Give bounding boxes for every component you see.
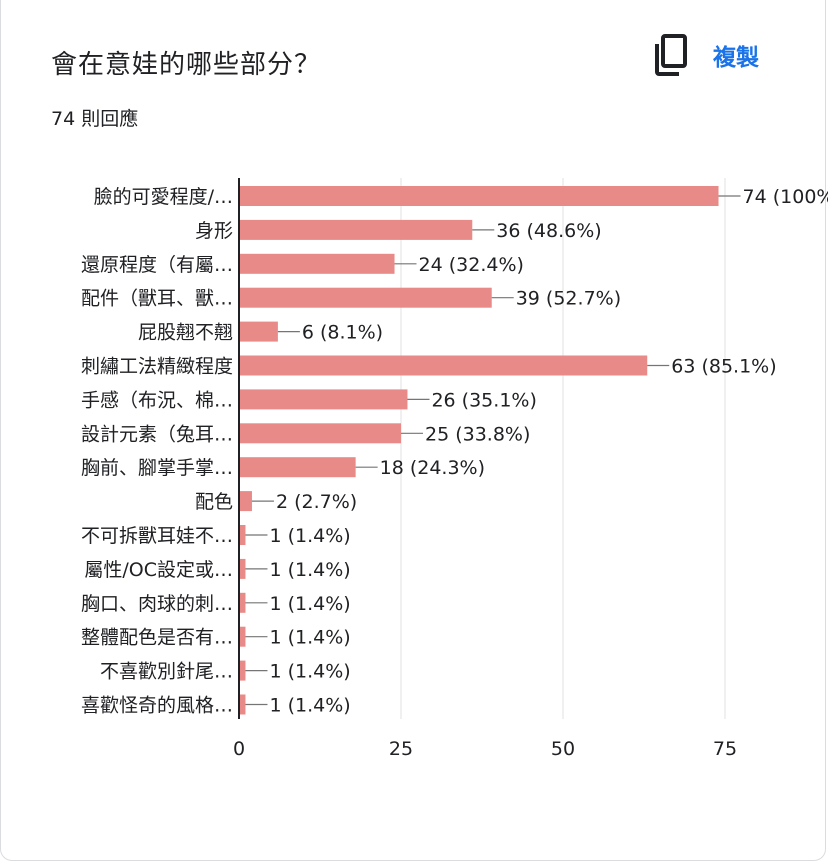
category-label: 整體配色是否有… [81, 627, 233, 649]
bar [239, 457, 356, 478]
category-label: 配件（獸耳、獸… [81, 288, 233, 310]
category-label: 胸前、腳掌手掌… [81, 457, 233, 479]
data-label: 25 (33.8%) [425, 423, 530, 445]
category-label: 屁股翹不翹 [138, 322, 233, 344]
bar [239, 253, 395, 274]
category-label: 胸口、肉球的刺… [81, 593, 233, 615]
bar [239, 626, 246, 647]
bar [239, 660, 246, 681]
data-label: 63 (85.1%) [671, 356, 776, 378]
bar [239, 558, 246, 579]
bar [239, 219, 473, 240]
copy-label: 複製 [713, 45, 759, 71]
bar [239, 525, 246, 545]
category-label: 不喜歡別針尾… [100, 661, 233, 683]
bar [239, 186, 719, 206]
x-tick-label: 25 [389, 738, 413, 760]
data-label: 39 (52.7%) [516, 288, 621, 310]
category-label: 不可拆獸耳娃不… [81, 525, 233, 547]
category-label: 還原程度（有屬… [81, 254, 233, 276]
bar [239, 423, 401, 444]
bar [239, 287, 492, 308]
x-tick-label: 50 [551, 738, 575, 760]
bar [239, 491, 252, 512]
bar [239, 694, 246, 715]
data-label: 74 (100%) [743, 186, 828, 208]
bar [239, 321, 278, 342]
category-label: 設計元素（兔耳… [81, 423, 233, 445]
data-label: 1 (1.4%) [269, 593, 350, 615]
data-label: 1 (1.4%) [269, 627, 350, 649]
data-label: 1 (1.4%) [269, 695, 350, 717]
bar [239, 389, 408, 410]
copy-button[interactable]: 複製 [651, 32, 759, 78]
data-label: 1 (1.4%) [269, 525, 350, 547]
category-label: 配色 [195, 491, 233, 513]
data-label: 36 (48.6%) [496, 220, 601, 242]
category-label: 喜歡怪奇的風格… [81, 695, 233, 717]
category-label: 刺繡工法精緻程度 [81, 356, 233, 378]
x-tick-label: 75 [713, 738, 737, 760]
data-label: 1 (1.4%) [269, 661, 350, 683]
data-label: 18 (24.3%) [380, 457, 485, 479]
category-label: 臉的可愛程度/… [94, 186, 233, 208]
data-label: 2 (2.7%) [276, 491, 357, 513]
question-title: 會在意娃的哪些部分？ [51, 50, 322, 80]
category-label: 屬性/OC設定或… [84, 559, 233, 581]
data-label: 1 (1.4%) [269, 559, 350, 581]
bar [239, 592, 246, 613]
data-label: 24 (32.4%) [419, 254, 524, 276]
x-tick-label: 0 [233, 738, 245, 760]
data-label: 6 (8.1%) [302, 322, 383, 344]
response-count: 74 則回應 [51, 108, 139, 130]
bar [239, 355, 648, 376]
copy-icon [655, 34, 687, 76]
category-label: 身形 [195, 220, 233, 242]
data-label: 26 (35.1%) [431, 389, 536, 411]
category-label: 手感（布況、棉… [81, 389, 233, 411]
